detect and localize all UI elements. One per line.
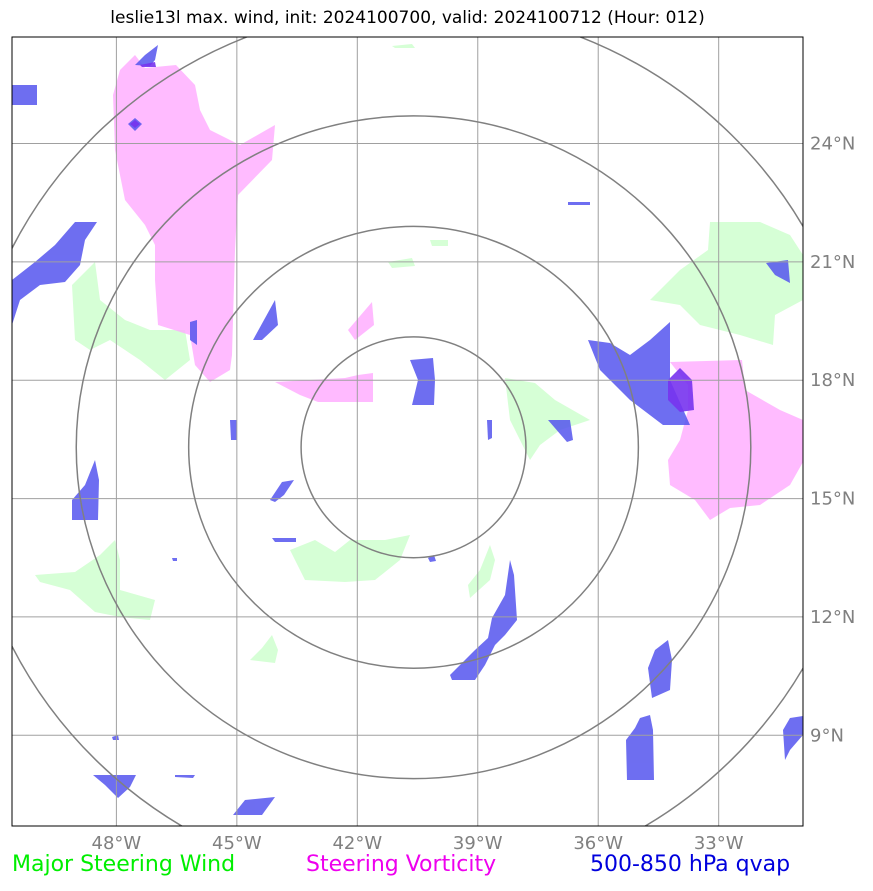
qvap-area	[12, 85, 37, 105]
steering-wind-area	[290, 535, 410, 582]
qvap-area	[272, 538, 296, 542]
qvap-area	[112, 735, 119, 740]
steering-wind-area	[505, 378, 590, 460]
vorticity-area	[113, 55, 275, 382]
qvap-area	[450, 560, 517, 680]
range-ring	[187, 225, 640, 669]
qvap-strong-area	[668, 368, 694, 412]
vorticity-area	[348, 302, 374, 340]
latitude-tick-label: 9°N	[810, 725, 844, 746]
range-ring	[300, 336, 527, 559]
steering-wind-area	[392, 44, 415, 48]
qvap-area	[487, 420, 492, 440]
qvap-area	[766, 260, 790, 283]
qvap-area	[72, 460, 99, 520]
longitude-tick-label: 36°W	[573, 833, 623, 854]
longitude-tick-label: 42°W	[332, 833, 382, 854]
steering-wind-area	[468, 545, 495, 598]
latitude-tick-label: 24°N	[810, 134, 855, 155]
qvap-area	[568, 202, 590, 205]
qvap-area	[410, 358, 435, 405]
vorticity-area	[275, 373, 373, 402]
qvap-area	[175, 775, 195, 778]
qvap-area	[548, 420, 573, 442]
qvap-strong-area	[140, 62, 156, 67]
legend-steering-vorticity: Steering Vorticity	[306, 852, 497, 877]
latitude-tick-label: 21°N	[810, 252, 855, 273]
latitude-tick-label: 18°N	[810, 370, 855, 391]
qvap-area	[783, 716, 803, 760]
qvap-area	[135, 45, 158, 66]
longitude-tick-label: 39°W	[453, 833, 503, 854]
map-frame	[11, 36, 804, 827]
graticule	[12, 37, 803, 826]
qvap-area	[93, 775, 136, 798]
qvap-area	[172, 558, 177, 561]
legend-steering-wind: Major Steering Wind	[12, 852, 236, 877]
steering-wind-area	[35, 540, 155, 620]
qvap-area	[230, 420, 237, 440]
qvap-area	[648, 640, 672, 698]
steering-wind-area	[250, 635, 278, 663]
latitude-tick-label: 12°N	[810, 607, 855, 628]
steering-wind-area	[650, 222, 803, 345]
qvap-strong-layer	[130, 62, 694, 412]
qvap-area	[253, 300, 278, 340]
legend-qvap: 500-850 hPa qvap	[590, 852, 791, 877]
qvap-area	[190, 320, 197, 345]
range-rings	[12, 37, 803, 826]
qvap-area	[233, 797, 275, 815]
vorticity-area	[668, 360, 803, 520]
map-title: leslie13l max. wind, init: 2024100700, v…	[110, 8, 705, 28]
latitude-tick-labels: 9°N 12°N 15°N 18°N 21°N 24°N	[810, 134, 855, 747]
steering-wind-area	[388, 258, 415, 268]
qvap-area	[428, 555, 436, 562]
longitude-tick-labels: 48°W 45°W 42°W 39°W 36°W 33°W	[92, 833, 744, 854]
range-ring	[75, 115, 752, 780]
qvap-area	[626, 715, 654, 780]
vorticity-layer	[113, 55, 803, 520]
latitude-tick-label: 15°N	[810, 489, 855, 510]
qvap-strong-area	[130, 120, 140, 128]
steering-wind-layer	[35, 44, 803, 663]
longitude-tick-label: 48°W	[92, 833, 142, 854]
longitude-tick-label: 33°W	[694, 833, 744, 854]
qvap-area	[12, 222, 97, 325]
qvap-area	[270, 480, 294, 502]
steering-wind-area	[430, 240, 448, 246]
steering-wind-area	[72, 262, 190, 380]
longitude-tick-label: 45°W	[212, 833, 262, 854]
